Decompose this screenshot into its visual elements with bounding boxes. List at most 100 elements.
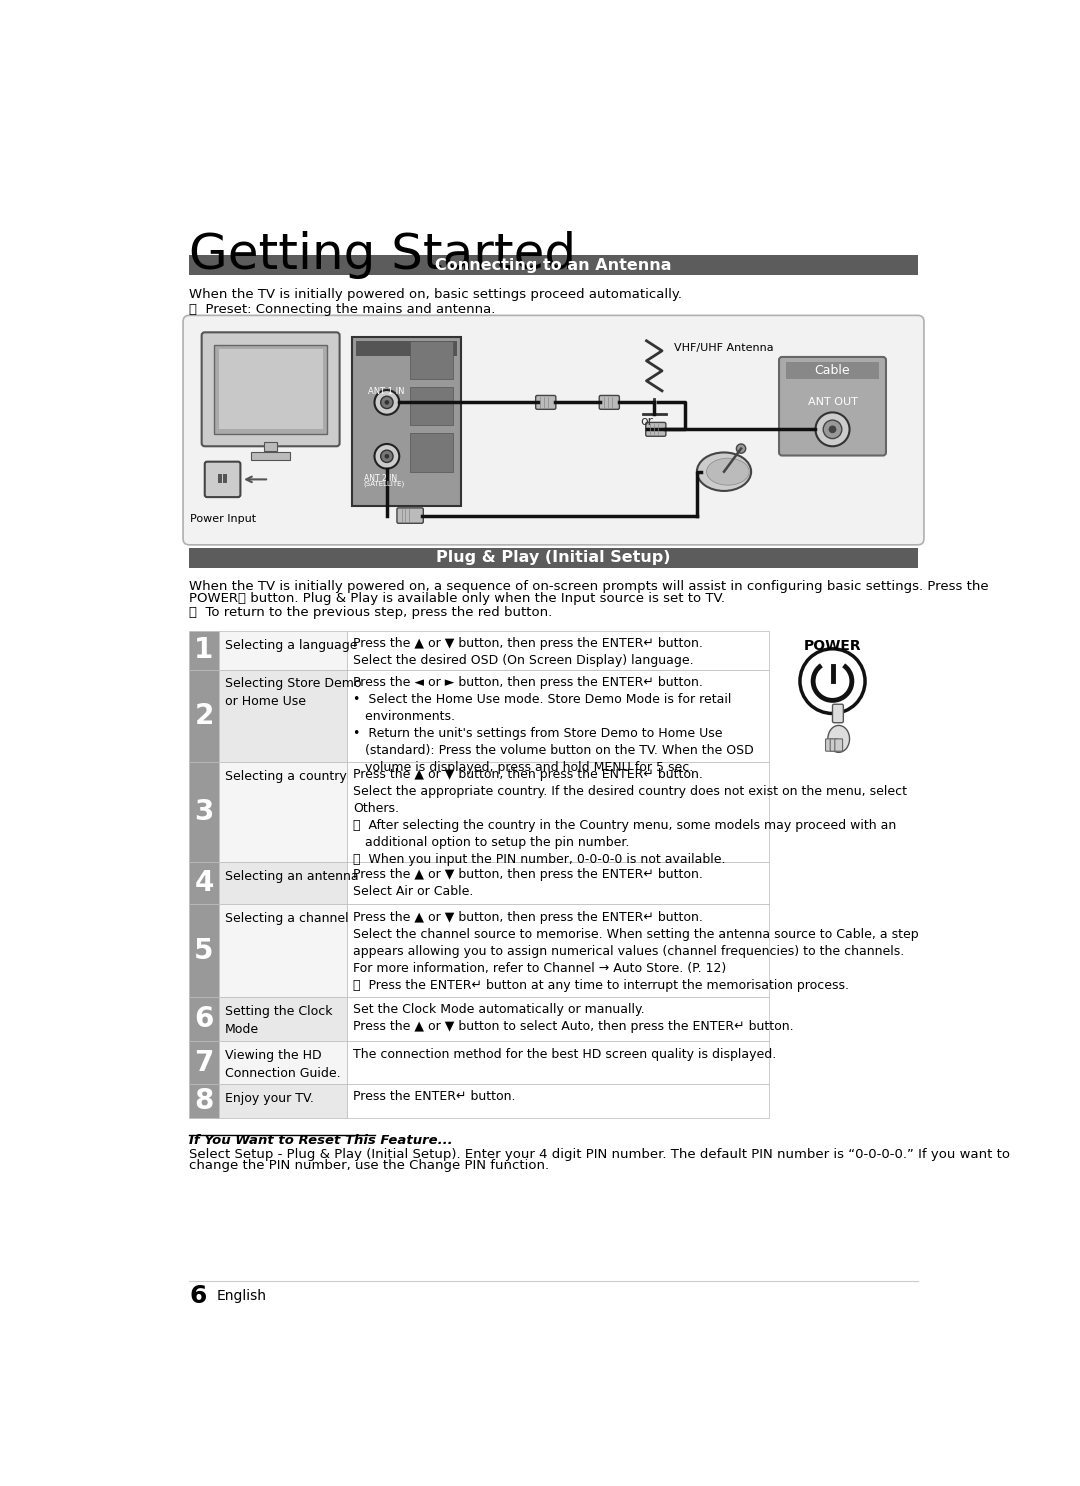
Text: Press the ENTER↵ button.: Press the ENTER↵ button. bbox=[353, 1091, 515, 1103]
Text: VHF/UHF Antenna: VHF/UHF Antenna bbox=[674, 343, 773, 354]
Text: ⓣ  Preset: Connecting the mains and antenna.: ⓣ Preset: Connecting the mains and anten… bbox=[189, 303, 496, 317]
Text: Select Setup - Plug & Play (Initial Setup). Enter your 4 digit PIN number. The d: Select Setup - Plug & Play (Initial Setu… bbox=[189, 1147, 1010, 1161]
FancyBboxPatch shape bbox=[835, 739, 842, 752]
Text: ANT OUT: ANT OUT bbox=[808, 397, 858, 407]
Bar bbox=[218, 762, 347, 862]
Text: Press the ◄ or ► button, then press the ENTER↵ button.
•  Select the Home Use mo: Press the ◄ or ► button, then press the … bbox=[353, 676, 754, 774]
Text: POWER: POWER bbox=[804, 639, 862, 652]
Text: Press the ▲ or ▼ button, then press the ENTER↵ button.
Select Air or Cable.: Press the ▲ or ▼ button, then press the … bbox=[353, 868, 703, 898]
Bar bbox=[356, 340, 457, 357]
Bar bbox=[218, 905, 347, 997]
Bar bbox=[214, 345, 327, 434]
Bar bbox=[218, 349, 323, 429]
Circle shape bbox=[815, 413, 850, 446]
Bar bbox=[347, 862, 769, 905]
FancyBboxPatch shape bbox=[599, 395, 619, 409]
Bar bbox=[218, 632, 347, 670]
Bar bbox=[189, 862, 218, 905]
Bar bbox=[252, 452, 291, 461]
Text: or: or bbox=[640, 415, 653, 428]
Text: Press the ▲ or ▼ button, then press the ENTER↵ button.
Select the desired OSD (O: Press the ▲ or ▼ button, then press the … bbox=[353, 637, 703, 667]
Bar bbox=[410, 386, 453, 425]
Text: Selecting an antenna: Selecting an antenna bbox=[225, 869, 359, 883]
Bar bbox=[189, 632, 218, 670]
Text: ⓣ  To return to the previous step, press the red button.: ⓣ To return to the previous step, press … bbox=[189, 606, 553, 620]
Text: 4: 4 bbox=[194, 869, 214, 898]
Text: 6: 6 bbox=[189, 1284, 206, 1308]
Circle shape bbox=[384, 400, 389, 404]
FancyBboxPatch shape bbox=[205, 462, 241, 498]
Bar bbox=[189, 997, 218, 1042]
Text: change the PIN number, use the Change PIN function.: change the PIN number, use the Change PI… bbox=[189, 1159, 550, 1172]
Bar bbox=[347, 905, 769, 997]
Text: 3: 3 bbox=[194, 798, 214, 826]
Text: When the TV is initially powered on, basic settings proceed automatically.: When the TV is initially powered on, bas… bbox=[189, 288, 683, 300]
Bar bbox=[189, 670, 218, 762]
Bar bbox=[347, 1042, 769, 1083]
Bar bbox=[218, 670, 347, 762]
FancyBboxPatch shape bbox=[536, 395, 556, 409]
FancyBboxPatch shape bbox=[397, 508, 423, 523]
Text: Selecting Store Demo
or Home Use: Selecting Store Demo or Home Use bbox=[225, 678, 362, 709]
Bar bbox=[189, 762, 218, 862]
Bar bbox=[218, 1042, 347, 1083]
Circle shape bbox=[375, 444, 400, 468]
Text: POWER⏻ button. Plug & Play is available only when the Input source is set to TV.: POWER⏻ button. Plug & Play is available … bbox=[189, 591, 726, 605]
FancyBboxPatch shape bbox=[825, 739, 834, 752]
Text: Setting the Clock
Mode: Setting the Clock Mode bbox=[225, 1005, 333, 1036]
Circle shape bbox=[380, 397, 393, 409]
Bar bbox=[218, 862, 347, 905]
Bar bbox=[410, 340, 453, 379]
FancyBboxPatch shape bbox=[831, 739, 838, 752]
Text: Press the ▲ or ▼ button, then press the ENTER↵ button.
Select the appropriate co: Press the ▲ or ▼ button, then press the … bbox=[353, 768, 907, 866]
Bar bbox=[189, 256, 918, 275]
Bar bbox=[352, 337, 460, 507]
Bar bbox=[218, 997, 347, 1042]
FancyBboxPatch shape bbox=[202, 333, 339, 446]
Text: ANT 2 IN: ANT 2 IN bbox=[364, 474, 396, 483]
Circle shape bbox=[800, 649, 865, 713]
Bar bbox=[410, 434, 453, 471]
Text: Selecting a language: Selecting a language bbox=[225, 639, 357, 652]
Text: Viewing the HD
Connection Guide.: Viewing the HD Connection Guide. bbox=[225, 1049, 340, 1080]
Text: (SATELLITE): (SATELLITE) bbox=[364, 481, 405, 487]
Text: Set the Clock Mode automatically or manually.
Press the ▲ or ▼ button to select : Set the Clock Mode automatically or manu… bbox=[353, 1003, 794, 1033]
Text: When the TV is initially powered on, a sequence of on-screen prompts will assist: When the TV is initially powered on, a s… bbox=[189, 580, 989, 593]
Bar bbox=[189, 1083, 218, 1119]
Ellipse shape bbox=[828, 725, 850, 752]
Text: Plug & Play (Initial Setup): Plug & Play (Initial Setup) bbox=[436, 550, 671, 566]
Circle shape bbox=[823, 421, 841, 438]
FancyBboxPatch shape bbox=[833, 704, 843, 722]
Text: Getting Started: Getting Started bbox=[189, 230, 577, 279]
Text: English: English bbox=[216, 1290, 267, 1303]
Bar bbox=[786, 363, 879, 379]
Bar bbox=[347, 1083, 769, 1119]
Bar bbox=[347, 670, 769, 762]
Text: If You Want to Reset This Feature...: If You Want to Reset This Feature... bbox=[189, 1134, 453, 1147]
Bar bbox=[189, 1042, 218, 1083]
Text: Selecting a channel: Selecting a channel bbox=[225, 912, 349, 926]
Text: 7: 7 bbox=[194, 1049, 214, 1077]
Text: The connection method for the best HD screen quality is displayed.: The connection method for the best HD sc… bbox=[353, 1048, 777, 1061]
Text: 2: 2 bbox=[194, 701, 214, 730]
Circle shape bbox=[737, 444, 745, 453]
FancyBboxPatch shape bbox=[646, 422, 666, 437]
Ellipse shape bbox=[706, 458, 750, 484]
FancyBboxPatch shape bbox=[779, 357, 886, 456]
Circle shape bbox=[380, 450, 393, 462]
Text: Press the ▲ or ▼ button, then press the ENTER↵ button.
Select the channel source: Press the ▲ or ▼ button, then press the … bbox=[353, 911, 918, 991]
Bar bbox=[265, 441, 276, 450]
Bar bbox=[218, 1083, 347, 1119]
Text: Connecting to an Antenna: Connecting to an Antenna bbox=[435, 259, 672, 273]
Bar bbox=[218, 474, 221, 483]
Bar bbox=[189, 548, 918, 568]
Bar bbox=[189, 905, 218, 997]
Text: 1: 1 bbox=[194, 636, 214, 664]
Ellipse shape bbox=[697, 452, 751, 490]
Bar bbox=[347, 632, 769, 670]
Text: Enjoy your TV.: Enjoy your TV. bbox=[225, 1092, 314, 1104]
Circle shape bbox=[375, 389, 400, 415]
Text: Selecting a country: Selecting a country bbox=[225, 770, 347, 783]
Bar bbox=[347, 762, 769, 862]
Text: Cable: Cable bbox=[814, 364, 850, 377]
